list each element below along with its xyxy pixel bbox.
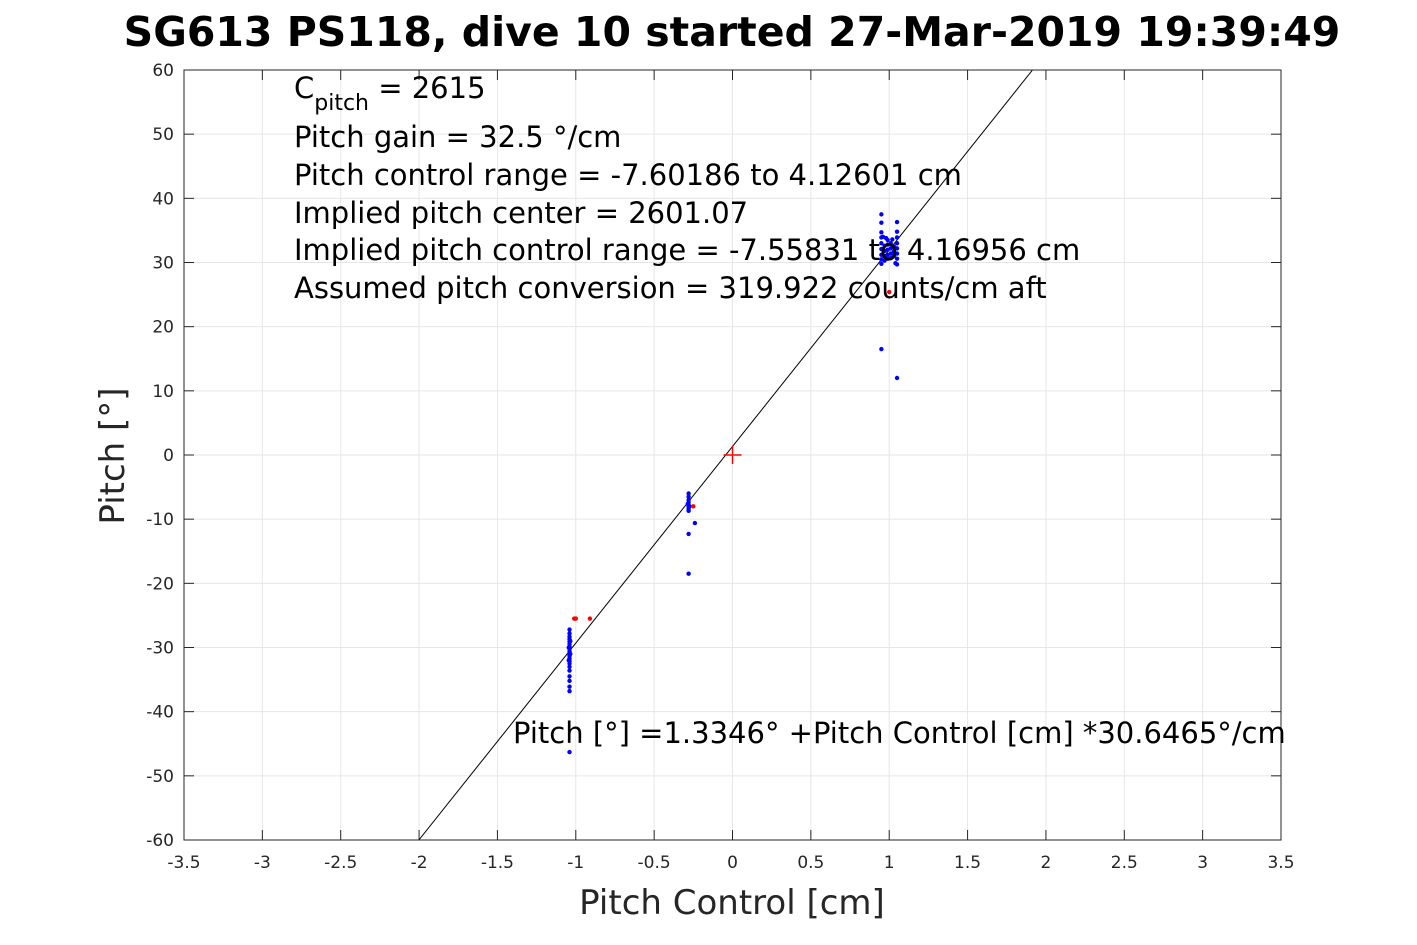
annotation-pitch-gain: Pitch gain = 32.5 °/cm	[294, 120, 621, 154]
good-data-point	[686, 531, 691, 537]
good-data-point	[566, 658, 571, 663]
good-data-point	[894, 246, 900, 251]
x-tick-label: 0.5	[797, 853, 824, 873]
annotation-pitch-control-range: Pitch control range = -7.60186 to 4.1260…	[294, 158, 962, 192]
good-data-point	[879, 261, 884, 266]
x-tick-label: 0	[727, 853, 738, 873]
good-data-point	[567, 678, 572, 684]
good-data-point	[894, 219, 900, 225]
y-tick-label: 30	[152, 254, 174, 274]
chart-title: SG613 PS118, dive 10 started 27-Mar-2019…	[124, 8, 1341, 56]
x-tick-label: -0.5	[638, 853, 671, 873]
good-data-point	[567, 631, 572, 636]
x-tick-label: -2	[411, 853, 428, 873]
good-points	[566, 212, 900, 755]
annotation-fit-equation: Pitch [°] =1.3346° +Pitch Control [cm] *…	[513, 716, 1286, 750]
good-data-point	[568, 651, 573, 657]
y-tick-label: -40	[146, 703, 174, 723]
y-tick-label: -10	[146, 510, 174, 530]
good-data-point	[567, 668, 572, 673]
y-tick-label: -60	[146, 831, 174, 851]
good-data-point	[687, 504, 692, 509]
good-data-point	[894, 235, 900, 240]
good-data-point	[879, 212, 884, 217]
x-tick-label: -2.5	[324, 853, 357, 873]
x-tick-label: 1	[884, 853, 895, 873]
annotation-implied-control-range: Implied pitch control range = -7.55831 t…	[294, 233, 1080, 267]
y-tick-labels: -60 -50 -40 -30 -20 -10 0 10 20 30 40 50 60	[146, 61, 174, 851]
good-data-point	[883, 235, 889, 241]
good-data-point	[567, 749, 572, 755]
annotation-c-pitch: Cpitch = 2615	[294, 71, 486, 116]
x-tick-label: -3	[254, 853, 271, 873]
good-data-point	[568, 638, 573, 644]
y-tick-label: 20	[152, 318, 174, 338]
y-axis-label: Pitch [°]	[93, 387, 133, 524]
good-data-point	[894, 251, 900, 256]
good-data-point	[894, 256, 900, 261]
good-data-point	[879, 230, 884, 235]
x-tick-label: 3	[1197, 853, 1208, 873]
good-data-point	[893, 260, 898, 266]
bad-data-point	[887, 289, 892, 295]
y-tick-label: 60	[152, 61, 174, 81]
plot-content	[418, 70, 1033, 840]
good-data-point	[567, 684, 572, 689]
y-tick-label: -50	[146, 767, 174, 787]
good-data-point	[891, 253, 897, 259]
good-data-point	[566, 645, 571, 650]
bad-data-point	[573, 616, 578, 621]
annotation-implied-pitch-center: Implied pitch center = 2601.07	[294, 196, 748, 230]
y-tick-label: 0	[163, 446, 174, 466]
x-axis-label: Pitch Control [cm]	[579, 883, 885, 923]
axis-ticks	[183, 69, 1282, 841]
y-tick-label: 40	[152, 189, 174, 209]
good-data-point	[567, 627, 572, 632]
good-data-point	[567, 688, 572, 694]
good-data-point	[894, 375, 900, 381]
y-tick-label: -20	[146, 574, 174, 594]
good-data-point	[894, 229, 900, 234]
good-data-point	[879, 241, 884, 246]
plot-frame	[183, 69, 1282, 841]
x-tick-labels: -3.5 -3 -2.5 -2 -1.5 -1 -0.5 0 0.5 1 1.5 2 2.5 3 3.5	[167, 853, 1294, 873]
bad-points	[572, 289, 892, 621]
y-tick-label: -30	[146, 639, 174, 659]
x-tick-label: 2.5	[1111, 853, 1138, 873]
x-tick-label: 3.5	[1267, 853, 1294, 873]
good-data-point	[686, 508, 691, 514]
center-marker	[723, 446, 742, 464]
annotation-pitch-conversion: Assumed pitch conversion = 319.922 count…	[294, 271, 1047, 305]
good-data-point	[686, 571, 691, 576]
good-data-point	[888, 241, 893, 246]
x-tick-label: -1.5	[481, 853, 514, 873]
bad-data-point	[691, 504, 696, 509]
good-data-point	[879, 220, 884, 225]
good-data-point	[686, 494, 691, 499]
good-data-point	[567, 674, 572, 679]
x-tick-label: -1	[567, 853, 584, 873]
good-data-point	[567, 664, 572, 669]
good-data-point	[692, 520, 698, 526]
y-tick-label: 50	[152, 125, 174, 145]
x-tick-label: 1.5	[954, 853, 981, 873]
good-data-point	[879, 346, 884, 352]
good-data-point	[894, 241, 900, 246]
x-tick-label: 2	[1041, 853, 1052, 873]
y-tick-label: 10	[152, 382, 174, 402]
x-tick-label: -3.5	[167, 853, 200, 873]
good-data-point	[890, 237, 895, 242]
good-data-point	[686, 491, 691, 496]
bad-data-point	[587, 616, 593, 621]
